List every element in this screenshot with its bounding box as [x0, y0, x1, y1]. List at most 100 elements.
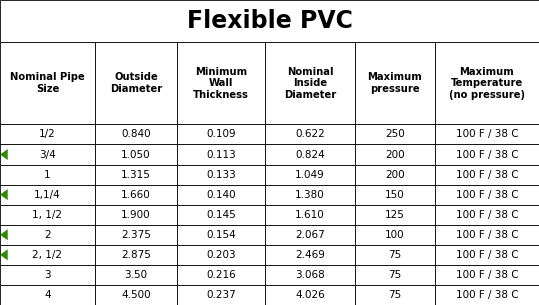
- Text: 2.469: 2.469: [295, 250, 325, 260]
- Text: 1.049: 1.049: [295, 170, 325, 180]
- Bar: [95, 124, 177, 145]
- Text: 100 F / 38 C: 100 F / 38 C: [455, 290, 519, 300]
- Bar: [177, 205, 265, 225]
- Text: 0.140: 0.140: [206, 190, 236, 200]
- Text: 200: 200: [385, 149, 405, 160]
- Text: 4.026: 4.026: [295, 290, 325, 300]
- Bar: [435, 185, 539, 205]
- Text: Maximum
pressure: Maximum pressure: [368, 73, 423, 94]
- Bar: [435, 145, 539, 164]
- Bar: [355, 145, 435, 164]
- Text: 2: 2: [44, 230, 51, 240]
- Text: 150: 150: [385, 190, 405, 200]
- Text: Outside
Diameter: Outside Diameter: [110, 73, 162, 94]
- Text: 100 F / 38 C: 100 F / 38 C: [455, 129, 519, 139]
- Bar: [95, 225, 177, 245]
- Bar: [265, 145, 355, 164]
- Text: 1.660: 1.660: [121, 190, 151, 200]
- Text: 0.113: 0.113: [206, 149, 236, 160]
- Bar: [435, 164, 539, 185]
- Text: 2.375: 2.375: [121, 230, 151, 240]
- Bar: [177, 285, 265, 305]
- Bar: [355, 185, 435, 205]
- Bar: [95, 42, 177, 124]
- Polygon shape: [0, 189, 8, 200]
- Bar: [0, 145, 95, 164]
- Text: 3.50: 3.50: [125, 270, 148, 280]
- Polygon shape: [0, 229, 8, 240]
- Text: 0.824: 0.824: [295, 149, 325, 160]
- Text: Flexible PVC: Flexible PVC: [186, 9, 353, 33]
- Bar: [355, 124, 435, 145]
- Bar: [95, 285, 177, 305]
- Text: Maximum
Temperature
(no pressure): Maximum Temperature (no pressure): [449, 67, 525, 100]
- Bar: [95, 164, 177, 185]
- Bar: [0, 185, 95, 205]
- Text: 1,1/4: 1,1/4: [34, 190, 61, 200]
- Bar: [95, 205, 177, 225]
- Text: 4.500: 4.500: [121, 290, 151, 300]
- Bar: [0, 164, 95, 185]
- Text: 100 F / 38 C: 100 F / 38 C: [455, 190, 519, 200]
- Text: 2, 1/2: 2, 1/2: [32, 250, 63, 260]
- Bar: [177, 145, 265, 164]
- Text: 1.900: 1.900: [121, 210, 151, 220]
- Bar: [265, 185, 355, 205]
- Bar: [95, 145, 177, 164]
- Text: 3: 3: [44, 270, 51, 280]
- Text: 0.840: 0.840: [121, 129, 151, 139]
- Text: 100 F / 38 C: 100 F / 38 C: [455, 270, 519, 280]
- Text: 75: 75: [389, 290, 402, 300]
- Bar: [95, 265, 177, 285]
- Bar: [355, 205, 435, 225]
- Text: 4: 4: [44, 290, 51, 300]
- Bar: [355, 285, 435, 305]
- Text: 125: 125: [385, 210, 405, 220]
- Text: 0.154: 0.154: [206, 230, 236, 240]
- Text: 100 F / 38 C: 100 F / 38 C: [455, 210, 519, 220]
- Bar: [0, 205, 95, 225]
- Text: 0.622: 0.622: [295, 129, 325, 139]
- Bar: [435, 245, 539, 265]
- Text: 0.203: 0.203: [206, 250, 236, 260]
- Polygon shape: [0, 149, 8, 160]
- Text: 0.216: 0.216: [206, 270, 236, 280]
- Text: 200: 200: [385, 170, 405, 180]
- Text: 100 F / 38 C: 100 F / 38 C: [455, 149, 519, 160]
- Bar: [265, 285, 355, 305]
- Bar: [177, 124, 265, 145]
- Bar: [177, 265, 265, 285]
- Text: 1.050: 1.050: [121, 149, 151, 160]
- Bar: [177, 164, 265, 185]
- Text: 1/2: 1/2: [39, 129, 56, 139]
- Bar: [0, 225, 95, 245]
- Bar: [355, 265, 435, 285]
- Text: 1.315: 1.315: [121, 170, 151, 180]
- Bar: [265, 225, 355, 245]
- Bar: [435, 124, 539, 145]
- Bar: [0, 245, 95, 265]
- Bar: [95, 185, 177, 205]
- Bar: [265, 42, 355, 124]
- Text: 2.067: 2.067: [295, 230, 325, 240]
- Text: Minimum
Wall
Thickness: Minimum Wall Thickness: [193, 67, 249, 100]
- Text: 0.133: 0.133: [206, 170, 236, 180]
- Text: 0.237: 0.237: [206, 290, 236, 300]
- Bar: [355, 245, 435, 265]
- Bar: [0, 42, 95, 124]
- Bar: [0, 285, 95, 305]
- Text: 0.109: 0.109: [206, 129, 236, 139]
- Bar: [0, 0, 539, 42]
- Bar: [265, 245, 355, 265]
- Bar: [0, 265, 95, 285]
- Text: 0.145: 0.145: [206, 210, 236, 220]
- Bar: [177, 245, 265, 265]
- Bar: [355, 225, 435, 245]
- Text: Nominal Pipe
Size: Nominal Pipe Size: [10, 73, 85, 94]
- Text: 1, 1/2: 1, 1/2: [32, 210, 63, 220]
- Polygon shape: [0, 249, 8, 260]
- Bar: [177, 42, 265, 124]
- Bar: [435, 265, 539, 285]
- Bar: [435, 42, 539, 124]
- Bar: [265, 124, 355, 145]
